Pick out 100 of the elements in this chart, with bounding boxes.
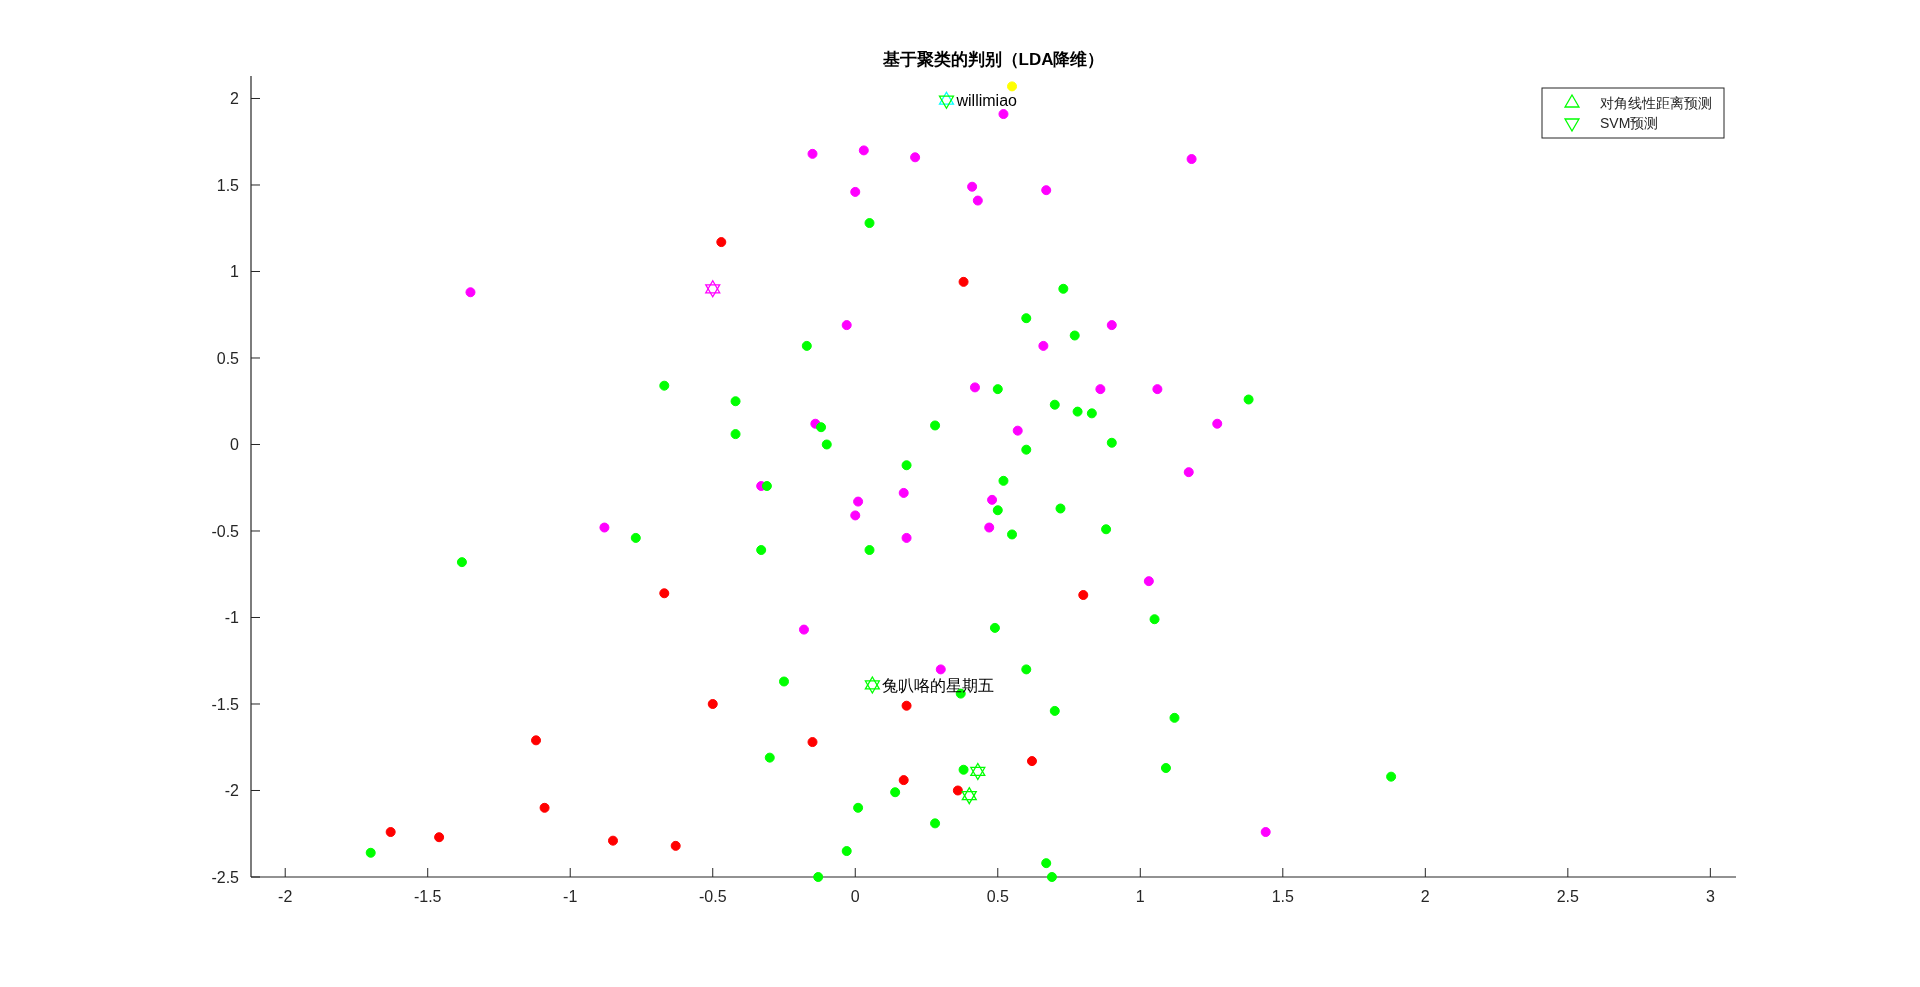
point <box>659 588 670 599</box>
point <box>764 752 775 763</box>
point <box>1021 664 1032 675</box>
y-tick-label: -1 <box>224 609 240 627</box>
point <box>969 382 980 393</box>
point <box>1095 384 1106 395</box>
point <box>958 276 969 287</box>
point <box>898 775 909 786</box>
x-tick-label: -2 <box>278 888 293 905</box>
point <box>952 785 963 796</box>
point <box>816 422 827 433</box>
point <box>1049 399 1060 410</box>
y-tick-label: 1 <box>230 263 240 281</box>
point <box>821 439 832 450</box>
point <box>365 847 376 858</box>
point <box>935 664 946 675</box>
point <box>841 846 852 857</box>
annotation: 兔叭咯的星期五 <box>882 676 995 694</box>
point <box>853 496 864 507</box>
point <box>987 494 998 505</box>
point <box>864 218 875 229</box>
point <box>456 557 467 568</box>
point <box>967 181 978 192</box>
point <box>1149 614 1160 625</box>
point <box>1183 467 1194 478</box>
x-tick-label: 0 <box>850 888 860 905</box>
point <box>930 818 941 829</box>
point <box>984 522 995 533</box>
point <box>1046 872 1057 882</box>
point <box>910 152 921 163</box>
point <box>853 802 864 813</box>
point <box>890 787 901 798</box>
point <box>385 827 396 838</box>
point <box>1026 756 1037 767</box>
point <box>730 429 741 440</box>
point <box>1021 444 1032 455</box>
point <box>1106 437 1117 448</box>
point <box>1007 529 1018 540</box>
point <box>1086 408 1097 419</box>
point <box>756 545 767 556</box>
point <box>970 766 986 781</box>
point <box>972 195 983 206</box>
x-tick-label: 2.5 <box>1556 888 1580 905</box>
point <box>607 835 618 846</box>
point <box>898 487 909 498</box>
y-tick-label: -0.5 <box>211 523 240 540</box>
point <box>531 735 542 746</box>
point <box>659 380 670 391</box>
point <box>1152 384 1163 395</box>
point <box>1055 503 1066 514</box>
point <box>930 420 941 431</box>
point <box>1072 406 1083 417</box>
point <box>670 840 681 851</box>
point <box>707 699 718 709</box>
point <box>901 700 912 711</box>
point <box>1021 313 1032 324</box>
point <box>992 505 1003 516</box>
point <box>998 109 1009 120</box>
point <box>1186 154 1197 165</box>
point <box>1041 185 1052 196</box>
point <box>716 237 727 248</box>
point <box>992 384 1003 395</box>
chart-title: 基于聚类的判别（LDA降维） <box>881 50 1105 69</box>
point <box>813 872 824 882</box>
point <box>1169 712 1180 723</box>
point <box>841 320 852 331</box>
point <box>465 287 476 298</box>
point <box>901 532 912 543</box>
point <box>801 340 812 351</box>
point <box>1078 590 1089 601</box>
x-tick-label: 2 <box>1420 888 1430 905</box>
x-tick-label: 0.5 <box>986 888 1009 905</box>
point <box>730 396 741 407</box>
point <box>1038 340 1049 351</box>
point <box>599 522 610 533</box>
annotation: willimiao <box>956 92 1017 110</box>
y-tick-label: 1.5 <box>216 176 240 194</box>
point <box>850 186 861 197</box>
y-tick-label: 0 <box>230 436 240 454</box>
x-tick-label: 3 <box>1705 888 1715 905</box>
y-tick-label: -2.5 <box>211 869 240 886</box>
point <box>807 737 818 748</box>
y-tick-label: 0.5 <box>216 349 240 367</box>
point <box>864 545 875 556</box>
point <box>989 622 1000 633</box>
point <box>850 510 861 521</box>
point <box>858 145 869 156</box>
legend-label: SVM预测 <box>1600 115 1659 131</box>
x-tick-label: -1.5 <box>413 888 442 905</box>
point <box>938 95 955 109</box>
y-tick-label: -2 <box>224 782 240 800</box>
point <box>630 532 641 543</box>
point <box>1160 763 1171 774</box>
point <box>961 787 977 801</box>
x-tick-label: 1.5 <box>1271 888 1295 905</box>
point <box>1212 418 1223 429</box>
legend-label: 对角线性距离预测 <box>1600 95 1712 111</box>
point <box>1106 320 1117 331</box>
point <box>864 680 880 694</box>
x-tick-label: -0.5 <box>698 888 727 905</box>
